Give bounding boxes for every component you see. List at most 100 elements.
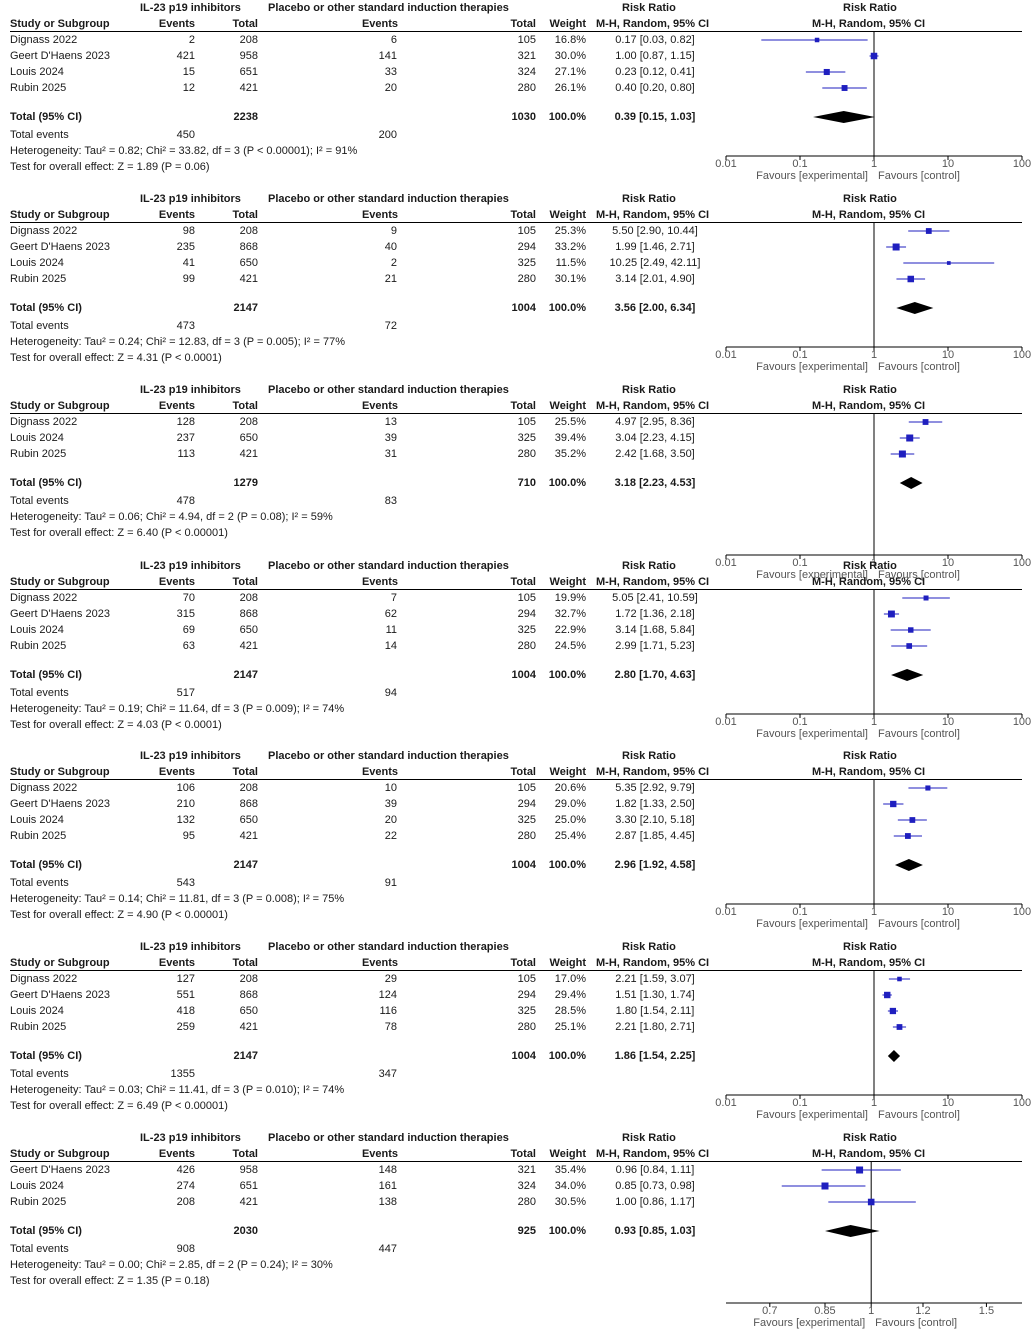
- rr-method-header: M-H, Random, 95% CI: [596, 1148, 710, 1160]
- study-ci: 3.30 [2.10, 5.18]: [615, 814, 695, 826]
- exp-events: 95: [182, 830, 195, 842]
- exp-total: 208: [239, 34, 258, 46]
- weight-header: Weight: [549, 957, 586, 969]
- x-axis-tick-label: 0.1: [792, 906, 808, 918]
- exp-grand-total: 2147: [233, 1050, 258, 1062]
- ctrl-events: 20: [384, 814, 397, 826]
- study-effect-marker: [887, 610, 895, 618]
- study-effect-marker: [870, 52, 878, 60]
- study-ci: 3.14 [1.68, 5.84]: [615, 624, 695, 636]
- heterogeneity-text: Heterogeneity: Tau² = 0.14; Chi² = 11.81…: [10, 893, 345, 905]
- ctrl-events-header: Events: [361, 957, 399, 969]
- total-events-label: Total events: [10, 495, 69, 507]
- ctrl-total-header: Total: [510, 1148, 536, 1160]
- rr-method-header: M-H, Random, 95% CI: [596, 209, 710, 221]
- x-axis-tick-label: 1: [870, 1097, 878, 1109]
- rr-header: Risk Ratio: [622, 384, 676, 396]
- study-name: Dignass 2022: [10, 973, 78, 985]
- exp-total: 868: [239, 798, 258, 810]
- study-effect-marker: [906, 434, 914, 442]
- total-ci: 2.80 [1.70, 4.63]: [614, 669, 696, 681]
- exp-total-events: 908: [176, 1243, 195, 1255]
- study-col-header: Study or Subgroup: [10, 209, 110, 221]
- exp-total: 650: [239, 814, 258, 826]
- rr-forest-header: Risk Ratio: [843, 560, 897, 572]
- study-name: Geert D'Haens 2023: [10, 1164, 110, 1176]
- total-weight: 100.0%: [548, 859, 586, 871]
- x-axis-tick-label: 0.01: [715, 158, 737, 170]
- ctrl-total: 325: [517, 432, 536, 444]
- study-weight: 27.1%: [554, 66, 586, 78]
- total-events-label: Total events: [10, 877, 69, 889]
- study-col-header: Study or Subgroup: [10, 400, 110, 412]
- study-name: Louis 2024: [10, 1180, 64, 1192]
- x-axis-tick-label: 10: [941, 557, 955, 569]
- total-label: Total (95% CI): [10, 859, 82, 871]
- weight-header: Weight: [549, 1148, 586, 1160]
- ctrl-events: 20: [384, 82, 397, 94]
- forest-plot-panel: IL-23 p19 inhibitors Placebo or other sta…: [0, 382, 1032, 583]
- study-weight: 39.4%: [554, 432, 586, 444]
- exp-group-header: IL-23 p19 inhibitors: [140, 1132, 241, 1144]
- x-axis-tick-label: 0.01: [715, 1097, 737, 1109]
- study-ci: 0.40 [0.20, 0.80]: [615, 82, 695, 94]
- x-axis-tick-label: 100: [1012, 158, 1032, 170]
- ctrl-group-header: Placebo or other standard induction ther…: [268, 750, 509, 762]
- ctrl-events: 10: [384, 782, 397, 794]
- exp-grand-total: 1279: [233, 477, 258, 489]
- rr-forest-header: Risk Ratio: [843, 1132, 897, 1144]
- study-effect-marker: [923, 595, 929, 601]
- exp-grand-total: 2147: [233, 859, 258, 871]
- exp-events: 98: [182, 225, 195, 237]
- exp-events: 15: [182, 66, 195, 78]
- x-axis-tick-label: 10: [941, 716, 955, 728]
- exp-total: 208: [239, 225, 258, 237]
- exp-events: 274: [176, 1180, 195, 1192]
- study-name: Rubin 2025: [10, 640, 67, 652]
- ctrl-group-header: Placebo or other standard induction ther…: [268, 193, 509, 205]
- study-weight: 33.2%: [554, 241, 586, 253]
- x-axis-tick-label: 0.1: [792, 716, 808, 728]
- x-axis-tick-label: 0.01: [715, 906, 737, 918]
- ctrl-grand-total: 1004: [511, 302, 536, 314]
- ctrl-events: 2: [390, 257, 397, 269]
- study-weight: 35.4%: [554, 1164, 586, 1176]
- ctrl-events: 14: [384, 640, 397, 652]
- study-effect-marker: [867, 1198, 875, 1206]
- ctrl-total: 105: [517, 782, 536, 794]
- ctrl-events: 21: [384, 273, 397, 285]
- study-name: Rubin 2025: [10, 830, 67, 842]
- study-weight: 30.5%: [554, 1196, 586, 1208]
- exp-total-events: 517: [176, 687, 195, 699]
- total-weight: 100.0%: [548, 477, 586, 489]
- exp-events-header: Events: [158, 400, 195, 412]
- study-weight: 32.7%: [554, 608, 586, 620]
- exp-events: 70: [182, 592, 195, 604]
- study-weight: 11.5%: [555, 257, 586, 269]
- ctrl-total: 294: [517, 241, 536, 253]
- exp-total: 421: [239, 830, 258, 842]
- heterogeneity-text: Heterogeneity: Tau² = 0.06; Chi² = 4.94,…: [10, 511, 333, 523]
- study-ci: 1.00 [0.87, 1.15]: [615, 50, 695, 62]
- study-effect-marker: [897, 976, 902, 982]
- exp-events-header: Events: [158, 766, 195, 778]
- study-effect-marker: [856, 1166, 864, 1174]
- study-effect-marker: [908, 627, 914, 633]
- study-ci: 1.00 [0.86, 1.17]: [615, 1196, 695, 1208]
- forest-plot-graphic: [726, 1162, 1022, 1307]
- study-ci: 3.04 [2.23, 4.15]: [615, 432, 695, 444]
- exp-events: 235: [176, 241, 195, 253]
- favours-control-label: Favours [control]: [878, 361, 960, 373]
- heterogeneity-text: Heterogeneity: Tau² = 0.82; Chi² = 33.82…: [10, 145, 358, 157]
- exp-group-header: IL-23 p19 inhibitors: [140, 560, 241, 572]
- header-rule: [10, 970, 1022, 971]
- study-name: Geert D'Haens 2023: [10, 241, 110, 253]
- ctrl-events-header: Events: [361, 18, 399, 30]
- ctrl-total: 105: [517, 225, 536, 237]
- exp-events: 12: [182, 82, 195, 94]
- overall-effect-text: Test for overall effect: Z = 4.90 (P < 0…: [10, 909, 228, 921]
- exp-total-events: 450: [176, 129, 195, 141]
- exp-total: 208: [239, 782, 258, 794]
- ctrl-events: 40: [384, 241, 397, 253]
- total-ci: 3.56 [2.00, 6.34]: [614, 302, 696, 314]
